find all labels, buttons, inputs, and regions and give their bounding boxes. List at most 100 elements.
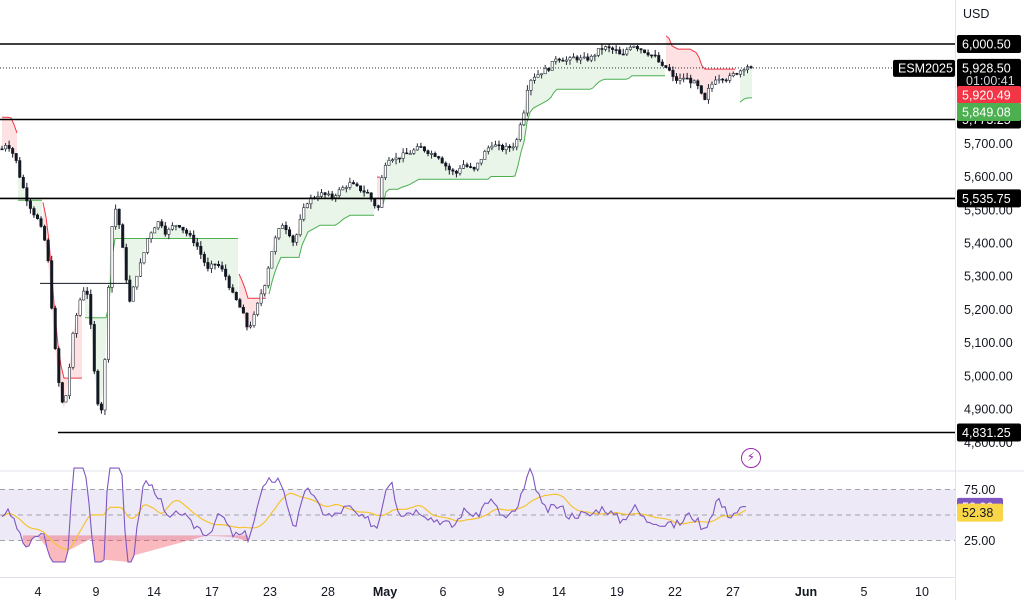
candle-body <box>600 48 604 50</box>
candle-body <box>724 79 728 82</box>
price-axis-label: 5,000.00 <box>964 369 1013 383</box>
candle-body <box>75 315 79 334</box>
time-axis-label: May <box>373 585 397 599</box>
candle-body <box>454 170 458 174</box>
horizontal-levels <box>0 43 955 434</box>
candle-body <box>476 162 480 170</box>
candle-body <box>174 225 178 227</box>
candle-body <box>742 69 746 72</box>
candle-body <box>447 165 451 171</box>
candle-body <box>288 229 292 237</box>
supertrend-up-line <box>268 214 374 295</box>
candle-body <box>596 48 600 56</box>
candle-body <box>728 75 732 81</box>
candle-body <box>518 124 522 140</box>
candle-body <box>82 290 86 301</box>
candle-body <box>32 208 36 216</box>
candle-body <box>593 55 597 57</box>
candle-body <box>444 162 448 167</box>
candle-body <box>639 48 643 51</box>
candle-body <box>295 234 299 243</box>
level-price-tag: 4,831.25 <box>962 426 1011 440</box>
candle-body <box>749 66 753 69</box>
candle-body <box>515 139 519 148</box>
price-axis-label: 5,600.00 <box>964 170 1013 184</box>
candle-body <box>511 146 515 149</box>
candle-body <box>252 314 256 326</box>
candle-body <box>135 275 139 288</box>
currency-label: USD <box>963 7 990 21</box>
candle-body <box>14 153 18 161</box>
candle-body <box>330 193 334 198</box>
candle-body <box>731 73 735 77</box>
candle-body <box>501 144 505 150</box>
time-axis-label: 6 <box>440 585 447 599</box>
candle-body <box>241 306 245 314</box>
candle-body <box>0 148 4 151</box>
supertrend-down-fill <box>43 202 82 410</box>
candle-body <box>738 70 742 75</box>
candle-body <box>564 59 568 62</box>
candle-body <box>486 147 490 152</box>
candle-body <box>277 228 281 239</box>
candle-body <box>245 312 249 328</box>
candle-body <box>508 146 512 148</box>
candle-body <box>39 218 43 227</box>
candle-body <box>35 214 39 219</box>
candle-body <box>89 294 93 325</box>
candle-body <box>607 46 611 49</box>
price-axis-label: 5,100.00 <box>964 336 1013 350</box>
candle-body <box>458 168 462 174</box>
time-axis-label: 19 <box>610 585 624 599</box>
level-price-tag: 5,535.75 <box>962 192 1011 206</box>
candle-body <box>21 176 25 189</box>
candle-body <box>561 59 565 62</box>
supertrend-down-tag-bg <box>957 86 1021 104</box>
candle-body <box>685 77 689 80</box>
candle-body <box>305 203 309 208</box>
candle-body <box>298 218 302 236</box>
candle-body <box>138 262 142 277</box>
candle-body <box>121 224 125 248</box>
time-axis-label: 28 <box>321 585 335 599</box>
candle-body <box>284 225 288 231</box>
candle-body <box>387 160 391 166</box>
candle-body <box>575 56 579 61</box>
candle-body <box>408 153 412 155</box>
candle-body <box>25 187 29 202</box>
lightning-button[interactable]: ⚡ <box>741 448 761 468</box>
candle-body <box>217 263 221 267</box>
candle-body <box>153 227 157 234</box>
candle-body <box>469 166 473 168</box>
candle-body <box>64 395 68 403</box>
candle-body <box>46 239 50 262</box>
candle-body <box>540 73 544 76</box>
candle-body <box>465 164 469 167</box>
candle-body <box>163 225 167 235</box>
candle-body <box>398 157 402 160</box>
candle-body <box>674 76 678 81</box>
candle-body <box>664 65 668 68</box>
candle-body <box>554 58 558 62</box>
candle-body <box>682 77 686 80</box>
candle-body <box>557 58 561 61</box>
currency-button[interactable]: USD <box>963 4 1005 24</box>
price-axis-label: 5,300.00 <box>964 270 1013 284</box>
candle-body <box>373 198 377 207</box>
candle-body <box>579 57 583 61</box>
supertrend-down-tag: 5,920.49 <box>962 89 1011 103</box>
candle-body <box>643 49 647 53</box>
candle-body <box>671 69 675 77</box>
candle-body <box>440 157 444 164</box>
candle-body <box>146 238 150 253</box>
supertrend-down-line <box>665 35 735 70</box>
candle-body <box>437 156 441 159</box>
symbol-label: ESM2025 <box>898 61 953 75</box>
candle-body <box>589 55 593 61</box>
candle-body <box>195 242 199 247</box>
candle-body <box>635 46 639 50</box>
candle-body <box>550 61 554 71</box>
candle-body <box>351 182 355 185</box>
